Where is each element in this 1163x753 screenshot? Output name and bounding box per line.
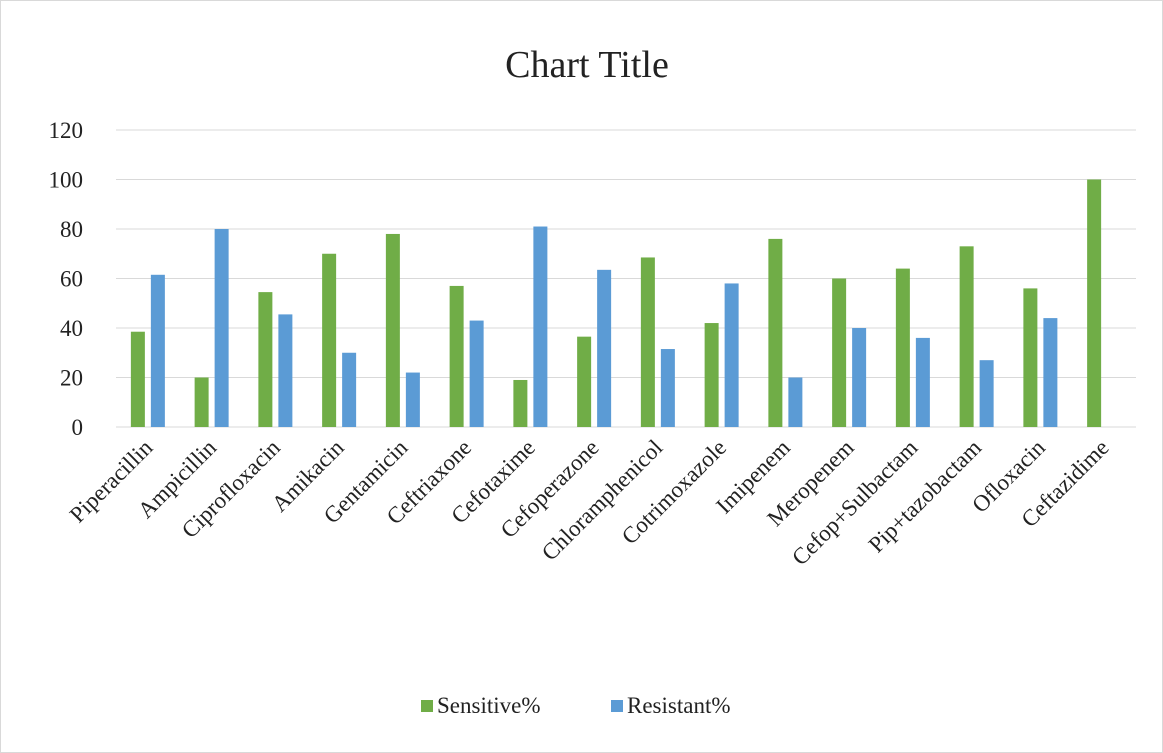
legend-label-sensitive: Sensitive% <box>437 693 541 718</box>
bar-sensitive <box>322 253 337 427</box>
bar-resistant <box>979 360 994 427</box>
y-tick-label: 80 <box>60 217 83 242</box>
bar-resistant <box>597 269 612 427</box>
bar-resistant <box>724 283 739 427</box>
x-tick-label: Pip+tazobactam <box>864 435 987 558</box>
legend-swatch-sensitive <box>421 700 433 712</box>
bar-sensitive <box>385 233 400 427</box>
bars <box>130 179 1102 427</box>
chart-title: Chart Title <box>505 44 669 86</box>
bar-resistant <box>533 226 548 427</box>
bar-sensitive <box>513 379 528 427</box>
bar-resistant <box>852 328 867 427</box>
x-axis-labels: PiperacillinAmpicillinCiprofloxacinAmika… <box>65 435 1114 571</box>
bar-sensitive <box>832 278 847 427</box>
bar-sensitive <box>577 336 592 427</box>
y-tick-label: 0 <box>72 415 84 440</box>
bar-resistant <box>342 352 357 427</box>
bar-resistant <box>660 349 675 427</box>
bar-sensitive <box>959 246 974 427</box>
bar-sensitive <box>194 377 209 427</box>
bar-sensitive <box>704 323 719 427</box>
legend-swatch-resistant <box>611 700 623 712</box>
bar-resistant <box>915 337 930 427</box>
bar-resistant <box>405 372 420 427</box>
y-tick-label: 20 <box>60 366 83 391</box>
y-axis-ticks: 0 20 40 60 80 100 120 <box>49 118 84 440</box>
bar-resistant <box>214 229 229 427</box>
bar-sensitive <box>1087 179 1102 427</box>
bar-resistant <box>788 377 803 427</box>
bar-resistant <box>1043 318 1058 427</box>
legend: Sensitive% Resistant% <box>421 693 731 718</box>
bar-sensitive <box>895 268 910 427</box>
bar-sensitive <box>640 257 655 427</box>
bar-resistant <box>469 320 484 427</box>
legend-label-resistant: Resistant% <box>627 693 731 718</box>
bar-resistant <box>150 274 165 427</box>
bar-resistant <box>278 314 293 427</box>
y-tick-label: 40 <box>60 316 83 341</box>
bar-sensitive <box>258 292 273 427</box>
bar-sensitive <box>130 331 145 427</box>
bar-sensitive <box>768 238 783 427</box>
bar-sensitive <box>449 285 464 427</box>
y-tick-label: 100 <box>49 168 84 193</box>
y-tick-label: 60 <box>60 267 83 292</box>
y-tick-label: 120 <box>49 118 84 143</box>
bar-sensitive <box>1023 288 1038 427</box>
